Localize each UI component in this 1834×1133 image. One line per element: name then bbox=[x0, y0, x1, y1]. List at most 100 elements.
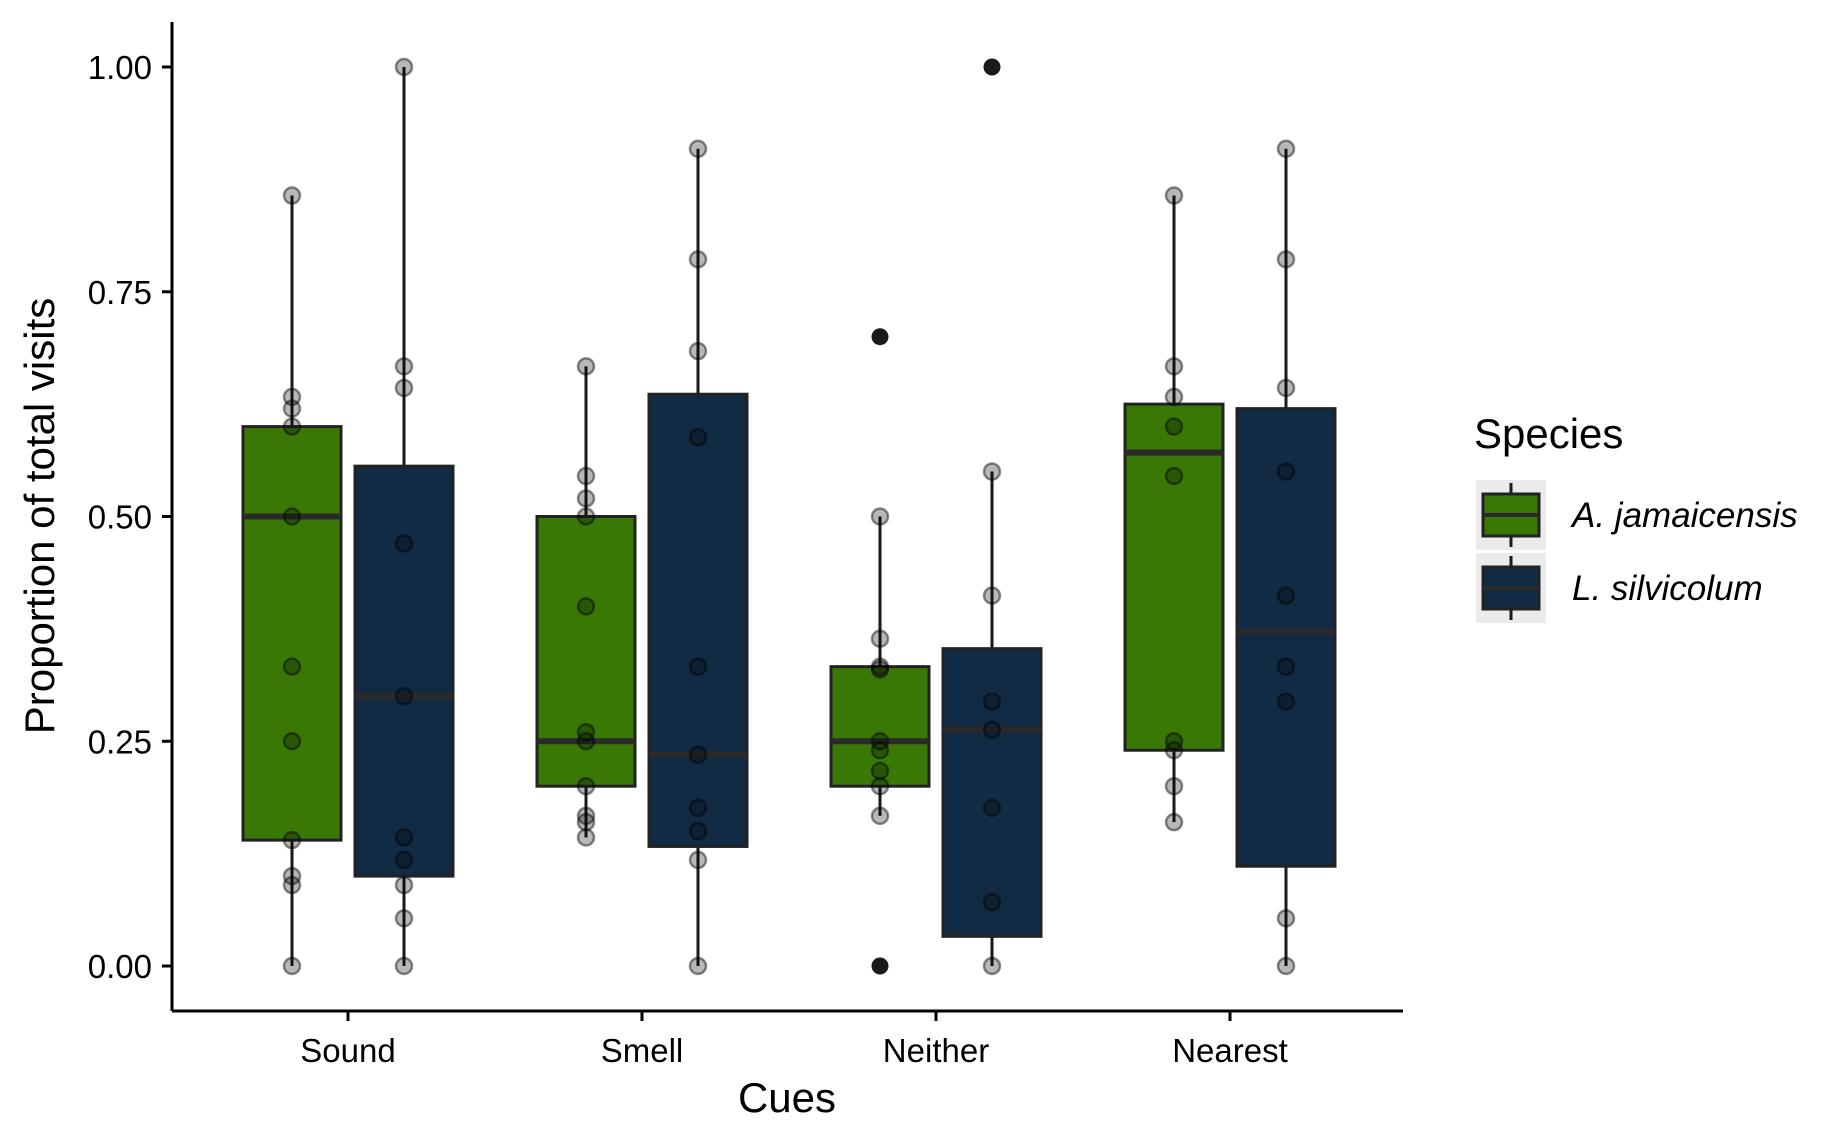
box-group-ajamaicensis-sound bbox=[241, 186, 343, 976]
data-point bbox=[576, 489, 596, 508]
data-point bbox=[688, 657, 708, 676]
box-group-lsilvicolum-sound bbox=[353, 57, 455, 976]
data-point bbox=[870, 657, 890, 676]
data-point bbox=[394, 909, 414, 928]
data-point bbox=[688, 850, 708, 870]
data-point bbox=[1164, 812, 1184, 832]
y-axis-label: Proportion of total visits bbox=[16, 298, 63, 735]
data-point bbox=[282, 956, 302, 976]
data-point bbox=[982, 692, 1002, 711]
data-point bbox=[1276, 586, 1296, 605]
data-point bbox=[576, 806, 596, 826]
data-point bbox=[870, 761, 890, 781]
data-point bbox=[870, 776, 890, 796]
box-group-lsilvicolum-smell bbox=[647, 139, 749, 976]
legend-key-1 bbox=[1476, 553, 1546, 623]
data-point bbox=[1164, 417, 1184, 436]
data-point bbox=[982, 798, 1002, 818]
box bbox=[353, 464, 455, 878]
data-point bbox=[282, 830, 302, 850]
data-point bbox=[1276, 692, 1296, 711]
data-point bbox=[1276, 956, 1296, 976]
data-point bbox=[870, 507, 890, 526]
data-point bbox=[1164, 387, 1184, 407]
data-point bbox=[576, 828, 596, 847]
outlier-point bbox=[871, 328, 889, 346]
data-point bbox=[1164, 186, 1184, 205]
legend: Species A. jamaicensis L. silvicolum bbox=[1474, 410, 1798, 623]
data-point bbox=[394, 357, 414, 376]
box-group-ajamaicensis-neither bbox=[829, 328, 931, 975]
y-tick-label: 1.00 bbox=[88, 49, 152, 86]
data-point bbox=[394, 956, 414, 976]
data-point bbox=[1276, 909, 1296, 928]
data-point bbox=[282, 732, 302, 751]
box bbox=[1235, 407, 1337, 868]
data-point bbox=[576, 732, 596, 751]
data-point bbox=[688, 341, 708, 361]
data-point bbox=[282, 875, 302, 895]
data-point bbox=[870, 629, 890, 649]
data-point bbox=[394, 850, 414, 870]
data-point bbox=[1164, 357, 1184, 376]
data-point bbox=[1276, 250, 1296, 269]
box-group-ajamaicensis-smell bbox=[535, 357, 637, 847]
data-point bbox=[688, 250, 708, 269]
legend-label: L. silvicolum bbox=[1572, 569, 1763, 608]
data-point bbox=[688, 798, 708, 818]
box bbox=[241, 425, 343, 842]
data-point bbox=[1276, 462, 1296, 481]
data-point bbox=[576, 812, 596, 832]
x-tick-label: Nearest bbox=[1172, 1032, 1288, 1069]
data-point bbox=[982, 586, 1002, 605]
data-point bbox=[282, 657, 302, 676]
outlier-point bbox=[871, 957, 889, 975]
x-axis-ticks: Sound Smell Neither Nearest bbox=[300, 1011, 1288, 1069]
data-point bbox=[282, 399, 302, 418]
legend-title: Species bbox=[1474, 410, 1623, 457]
data-point bbox=[870, 732, 890, 751]
data-point bbox=[982, 462, 1002, 481]
data-point bbox=[394, 534, 414, 553]
data-point bbox=[688, 821, 708, 841]
data-point bbox=[282, 186, 302, 205]
data-point bbox=[1164, 740, 1184, 760]
data-point bbox=[870, 660, 890, 679]
data-point bbox=[688, 956, 708, 976]
box-group-ajamaicensis-nearest bbox=[1123, 186, 1225, 832]
data-point bbox=[870, 806, 890, 826]
data-point bbox=[394, 687, 414, 706]
data-point bbox=[282, 417, 302, 436]
box bbox=[647, 392, 749, 848]
data-point bbox=[982, 956, 1002, 976]
box-group-lsilvicolum-nearest bbox=[1235, 139, 1337, 976]
data-point bbox=[1164, 466, 1184, 486]
box bbox=[1123, 402, 1225, 752]
data-point bbox=[1164, 732, 1184, 751]
outlier-point bbox=[983, 58, 1001, 76]
data-point bbox=[576, 597, 596, 616]
x-tick-label: Neither bbox=[883, 1032, 989, 1069]
y-axis-ticks: 0.00 0.25 0.50 0.75 1.00 bbox=[88, 49, 172, 985]
data-point bbox=[576, 776, 596, 796]
plot-marks bbox=[241, 57, 1337, 976]
data-point bbox=[688, 139, 708, 159]
legend-key-0 bbox=[1476, 480, 1546, 550]
data-point bbox=[576, 466, 596, 486]
data-point bbox=[576, 357, 596, 376]
y-tick-label: 0.50 bbox=[88, 499, 152, 536]
y-tick-label: 0.75 bbox=[88, 274, 152, 311]
data-point bbox=[282, 866, 302, 886]
data-point bbox=[576, 507, 596, 526]
data-point bbox=[282, 387, 302, 407]
data-point bbox=[688, 428, 708, 447]
data-point bbox=[394, 828, 414, 847]
x-tick-label: Sound bbox=[300, 1032, 395, 1069]
box bbox=[829, 665, 931, 788]
data-point bbox=[870, 740, 890, 760]
data-point bbox=[576, 723, 596, 742]
data-point bbox=[982, 892, 1002, 912]
x-axis-label: Cues bbox=[738, 1074, 836, 1121]
data-point bbox=[1276, 657, 1296, 676]
